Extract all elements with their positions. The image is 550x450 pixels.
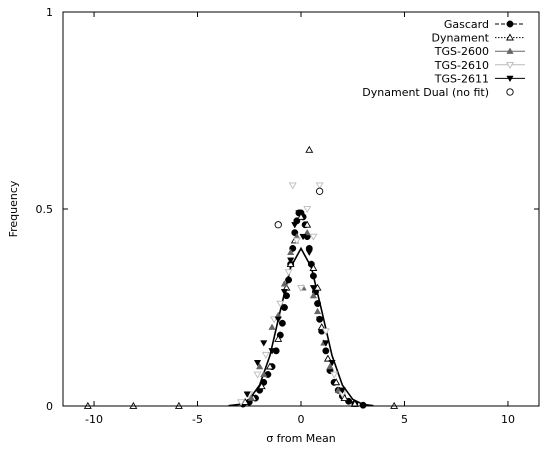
tgs-2600-point [255,362,264,370]
dynament-dual-no-fit-point [274,221,282,229]
x-tick-label: 10 [501,413,515,426]
tgs-2611-point [260,340,268,347]
legend-label-dynament-dual-no-fit: Dynament Dual (no fit) [362,86,489,99]
legend-marker-tgs-2610 [506,61,514,69]
tgs-2611-point [305,249,313,257]
tgs-2600-point [326,362,334,370]
dynament-point [303,220,312,228]
tgs-2600-point [260,370,268,378]
legend-marker-tgs-2600 [506,47,514,54]
dynament-point [317,323,326,331]
x-tick-label: 5 [401,413,408,426]
tgs-2611-point [287,257,295,264]
tgs-2610-point [303,206,312,214]
x-tick-label: -5 [192,413,203,426]
tgs-2611-point [291,222,299,229]
axes: -10 -5 0 5 10 0 0.5 1 [36,6,539,426]
legend-label-tgs-2600: TGS-2600 [434,45,489,58]
tgs-2610-point [253,371,262,379]
tgs-2610-point [261,351,270,359]
legend-label-tgs-2611: TGS-2611 [434,72,489,85]
tgs-2611-point [328,360,336,367]
dynament-point [340,394,349,401]
tgs-2610-point [292,237,301,245]
legend-label-tgs-2610: TGS-2610 [434,59,489,72]
tgs-2610-point [321,328,330,336]
tgs-2611-point [338,387,347,394]
tgs-2600-point [247,394,255,401]
dynament-point [313,283,322,291]
y-tick-label: 0 [46,400,53,413]
tgs-2611-point [274,316,282,324]
tgs-2611-point [268,348,276,355]
tgs-2610-point [284,269,293,277]
dynament-point [309,263,318,271]
legend-marker-dynament [506,33,514,41]
tgs-2611-point [243,391,251,398]
tgs-2610-point [309,233,318,241]
y-tick-label: 1 [46,6,53,19]
x-tick-label: -10 [85,413,103,426]
tgs-2610-point [237,399,245,407]
y-tick-label: 0.5 [36,203,54,216]
tgs-2610-point [276,300,285,308]
legend-label-gascard: Gascard [444,18,489,31]
tgs-2610-point [315,182,324,190]
dynament-point [332,378,341,386]
tgs-2600-point [287,248,295,255]
dynament-point [297,212,305,220]
legend: GascardDynamentTGS-2600TGS-2610TGS-2611D… [362,18,525,99]
tgs-2610-point [297,284,305,292]
legend-marker-dynament-dual-no-fit [506,88,514,96]
tgs-2600-point [303,228,311,236]
tgs-2611-point [295,210,303,217]
tgs-2611-point [299,233,307,241]
dynament-dual-no-fit-point [315,187,324,195]
dynament-point [257,382,266,390]
tgs-2600-point [280,280,289,287]
gascard-point [322,347,330,355]
tgs-2611-point [322,340,330,347]
x-tick-label: 0 [298,413,305,426]
gascard-point [278,319,286,327]
dynament-point [323,354,332,362]
tgs-2600-point [334,386,342,393]
tgs-2600-point [309,291,318,299]
legend-marker-tgs-2611 [506,75,514,83]
plot-area [83,145,399,409]
tgs-2610-point [330,371,339,379]
legend-marker-gascard [506,20,514,28]
legend-label-dynament: Dynament [432,32,490,45]
tgs-2610-point [288,182,297,190]
dynament-point [274,334,283,342]
tgs-2600-point [268,323,276,330]
dynament-point [305,145,314,153]
gascard-fit-curve [228,246,374,407]
tgs-2611-point [309,285,318,292]
y-axis-title: Frequency [7,180,20,237]
dynament-point [265,362,274,370]
tgs-2600-point [313,307,322,315]
x-axis-title: σ from Mean [266,432,336,445]
tgs-2611-point [315,316,324,324]
tgs-2611-point [253,360,262,367]
tgs-2611-point [280,289,289,296]
